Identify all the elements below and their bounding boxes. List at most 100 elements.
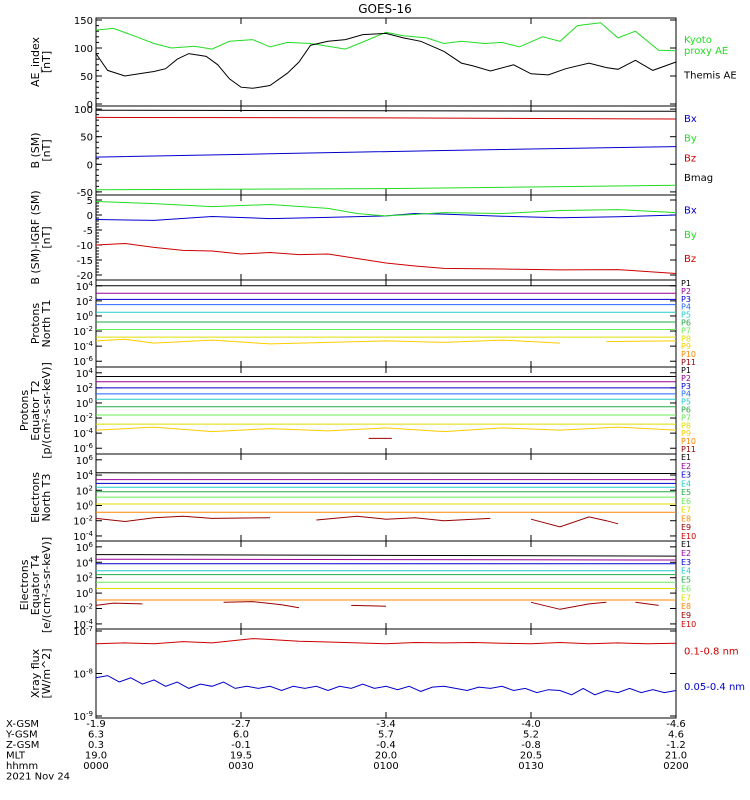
y-tick-label: 10-9 <box>73 710 93 723</box>
y-axis-label: AE_index[nT] <box>29 36 53 87</box>
legend-entry: P7 <box>681 326 691 335</box>
legend-entry: P6 <box>681 319 691 328</box>
series-line-0.05-0.4-nm <box>95 675 677 696</box>
y-tick-label: 10-6 <box>73 442 93 455</box>
series-line-by <box>95 184 677 191</box>
x-axis-table: X-GSM -1.9 -2.7 -3.4 -4.0 -4.6 Y-GSM 6.3 6.0 5.7 5… <box>5 719 689 783</box>
legend-entry: P1 <box>681 279 691 288</box>
panel-ee: 106 104 102 100 10-2 10-4 ElectronsEquator T4[… <box>18 537 696 633</box>
y-tick-label: 10-7 <box>73 625 93 638</box>
series-line-e9 <box>223 601 300 609</box>
y-axis-label: ProtonsEquator T2[p/(cm²-s-sr-keV)] <box>18 362 53 459</box>
series-line-e1 <box>95 554 677 557</box>
legend-entry: P11 <box>681 445 696 454</box>
y-tick-label: 102 <box>76 484 93 497</box>
y-tick-label: 104 <box>76 367 94 380</box>
x-row-value: 21.0 <box>665 751 687 762</box>
y-tick-label: 102 <box>76 295 93 308</box>
legend-entry: P2 <box>681 287 691 296</box>
legend-entry: P9 <box>681 342 691 351</box>
y-tick-label: 50 <box>80 133 93 144</box>
y-tick-label: 10-8 <box>73 668 93 681</box>
legend-entry: E6 <box>681 584 691 593</box>
legend-entry: P6 <box>681 406 691 415</box>
y-tick-label: 102 <box>76 382 93 395</box>
legend-entry: By <box>684 230 697 241</box>
legend-entry: E4 <box>681 479 691 488</box>
series-line-e9 <box>530 516 619 528</box>
legend: Kyoto proxy AE Themis AE <box>683 35 737 81</box>
x-row-value: 6.0 <box>233 730 249 741</box>
legend-entry: E10 <box>681 532 696 541</box>
legend-entry: P3 <box>681 295 691 304</box>
series-line-e9 <box>635 601 659 606</box>
x-row-label: X-GSM <box>6 719 39 730</box>
x-row-value: -3.4 <box>376 719 396 730</box>
y-tick-label: 104 <box>76 556 94 569</box>
y-tick-label: -50 <box>77 188 93 199</box>
series-line-e9 <box>95 515 271 523</box>
legend: Bx By Bz <box>684 206 697 266</box>
y-tick-label: 100 <box>74 44 93 55</box>
x-row-value: -2.7 <box>231 719 251 730</box>
legend-entry: 0.05-0.4 nm <box>684 682 745 693</box>
x-row-value: 0130 <box>518 761 543 772</box>
x-row-value: 19.0 <box>85 751 107 762</box>
panel-ae: 0 50 100 150 AE_index[nT] Kyoto proxy AE Themis… <box>29 16 737 111</box>
legend-entry: 0.1-0.8 nm <box>684 646 739 657</box>
y-tick-label: 100 <box>76 310 93 323</box>
series-line-p9 <box>95 426 677 433</box>
y-axis-label: ElectronsEquator T4[e/(cm²-s-sr-keV)] <box>18 537 53 633</box>
series-line-themis-ae <box>95 32 677 89</box>
legend-entry: E9 <box>681 523 691 532</box>
legend-entry: P7 <box>681 413 691 422</box>
y-tick-label: 50 <box>80 72 93 83</box>
panel-frame <box>95 194 677 281</box>
y-tick-label: 102 <box>76 572 93 585</box>
legend-entry: E1 <box>681 540 691 549</box>
legend-entry: E6 <box>681 497 691 506</box>
legend-entry: P2 <box>681 374 691 383</box>
legend-entry: P1 <box>681 366 691 375</box>
x-row-value: 5.2 <box>523 730 539 741</box>
y-tick-label: 10-4 <box>73 340 93 353</box>
y-tick-label: 10-4 <box>73 530 93 543</box>
x-row-value: 0.3 <box>88 740 104 751</box>
legend-entry: E9 <box>681 611 691 620</box>
x-row-value: -0.4 <box>376 740 396 751</box>
legend-entry: E2 <box>681 549 691 558</box>
y-tick-label: 10-2 <box>73 603 93 616</box>
legend-entry: E5 <box>681 576 691 585</box>
panel-pe: 104 102 100 10-2 10-4 10-6 ProtonsEquator T2[p… <box>18 362 696 459</box>
y-tick-label: -5 <box>83 226 93 237</box>
x-row-value: -0.1 <box>231 740 251 751</box>
y-tick-label: 106 <box>76 541 94 554</box>
panel-bigrf: 5 0 -5 -10 -15 -20 B (SM)-IGRF (SM)[nT] Bx By Bz <box>29 190 697 284</box>
legend-entry: P10 <box>681 350 696 359</box>
y-axis-label: ElectronsNorth T3 <box>29 472 53 523</box>
legend: 0.1-0.8 nm 0.05-0.4 nm <box>684 646 745 693</box>
series-line-by <box>95 201 677 217</box>
x-row-value: -1.2 <box>666 740 686 751</box>
panel-frame <box>95 17 677 107</box>
y-tick-label: 100 <box>76 397 93 410</box>
x-row-value: 20.0 <box>375 751 397 762</box>
y-axis-label: B (SM)[nT] <box>29 132 53 168</box>
series-line-e9 <box>316 515 491 522</box>
legend-entry: E1 <box>681 453 691 462</box>
legend-entry: P11 <box>681 358 696 367</box>
series-line-p9 <box>95 338 561 345</box>
y-tick-label: -10 <box>77 241 93 252</box>
x-row-value: 4.6 <box>668 730 684 741</box>
y-tick-label: 150 <box>74 16 93 27</box>
y-axis-label: ProtonsNorth T1 <box>29 300 53 348</box>
series-line-e1 <box>95 472 677 474</box>
panel-frame <box>95 105 677 196</box>
